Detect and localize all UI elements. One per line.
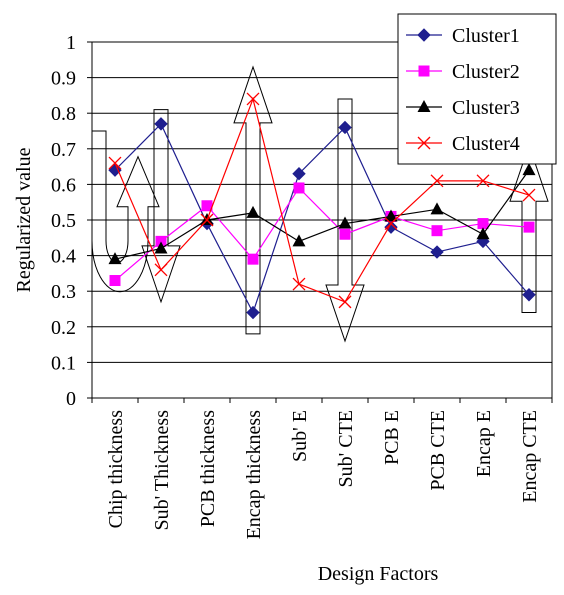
data-point xyxy=(384,217,398,231)
data-point xyxy=(339,228,351,240)
data-point xyxy=(522,288,536,302)
data-point-stroke-b xyxy=(476,174,490,188)
data-point xyxy=(292,167,306,181)
data-point xyxy=(476,174,490,188)
data-point xyxy=(247,253,259,265)
data-point xyxy=(522,163,536,176)
y-tick-label: 1 xyxy=(66,32,76,54)
x-category-label: Encap CTE xyxy=(519,410,541,503)
legend-item: Cluster3 xyxy=(406,97,520,119)
data-point xyxy=(338,295,352,309)
x-category-label: Chip thickness xyxy=(105,410,127,529)
data-point xyxy=(246,205,260,218)
y-axis-title: Regularized value xyxy=(13,147,35,292)
x-axis-title: Design Factors xyxy=(318,563,439,585)
data-point xyxy=(430,245,444,259)
x-category-label: PCB E xyxy=(381,410,403,465)
x-category-label: PCB thickness xyxy=(197,410,219,527)
data-point xyxy=(430,174,444,188)
data-point xyxy=(523,221,535,233)
legend-marker xyxy=(417,100,431,112)
legend-label: Cluster3 xyxy=(452,97,520,119)
y-tick-label: 0.8 xyxy=(51,103,76,125)
series-layer xyxy=(108,92,536,320)
x-category-label: Encap E xyxy=(473,410,495,477)
series-cluster3 xyxy=(108,163,536,265)
x-category-label: Encap thickness xyxy=(243,410,265,540)
y-tick-label: 0 xyxy=(66,388,76,410)
y-tick-label: 0.7 xyxy=(51,139,76,161)
x-category-label: Sub' CTE xyxy=(335,410,357,488)
series-line xyxy=(114,169,530,260)
data-point-stroke-b xyxy=(430,174,444,188)
legend-label: Cluster1 xyxy=(452,25,520,47)
y-tick-label: 0.4 xyxy=(51,246,76,268)
legend-marker xyxy=(417,136,431,150)
series-line xyxy=(114,187,530,281)
data-point-stroke-b xyxy=(154,263,168,277)
y-tick-label: 0.9 xyxy=(51,68,76,90)
series-line xyxy=(114,96,530,303)
x-category-label: Sub' Thickness xyxy=(151,410,173,531)
data-point xyxy=(430,202,444,215)
data-point xyxy=(109,275,121,287)
data-point xyxy=(476,227,490,240)
legend-marker xyxy=(417,28,431,42)
y-tick-label: 0.6 xyxy=(51,174,76,196)
x-axis: Chip thickness Sub' Thickness PCB thicknes… xyxy=(91,398,553,540)
data-point-stroke-b xyxy=(246,92,260,106)
data-point xyxy=(477,218,489,230)
y-tick-label: 0.3 xyxy=(51,281,76,303)
data-point xyxy=(200,213,214,227)
y-axis: 0 0.1 0.2 0.3 0.4 0.5 0.6 0.7 0.8 0.9 1 xyxy=(51,32,92,410)
data-point xyxy=(338,216,352,229)
data-point xyxy=(293,182,305,194)
legend: Cluster1 Cluster2 Cluster3 Cluster4 xyxy=(397,13,557,165)
x-category-label: Sub' E xyxy=(289,410,311,462)
data-point xyxy=(522,188,536,202)
arrow-up-annotation xyxy=(509,143,549,314)
legend-item: Cluster4 xyxy=(406,133,520,155)
data-point xyxy=(154,241,168,254)
legend-item: Cluster1 xyxy=(406,25,520,47)
arrow-down-annotation xyxy=(325,98,365,343)
arrow-down-annotation xyxy=(141,109,181,304)
data-point xyxy=(201,200,213,212)
data-point xyxy=(108,163,122,177)
legend-label: Cluster4 xyxy=(452,133,520,155)
data-point xyxy=(108,156,122,170)
data-point xyxy=(338,120,352,135)
data-point xyxy=(431,225,443,237)
legend-item: Cluster2 xyxy=(406,61,520,83)
data-point-stroke-b xyxy=(200,213,214,227)
data-point xyxy=(384,209,398,222)
data-point xyxy=(246,305,260,320)
data-point-stroke-b xyxy=(522,188,536,202)
data-point xyxy=(384,220,398,234)
legend-marker xyxy=(418,65,430,77)
y-tick-label: 0.1 xyxy=(51,352,76,374)
data-point-stroke-b xyxy=(292,277,306,291)
series-line xyxy=(114,122,530,315)
data-point xyxy=(155,235,167,247)
legend-label: Cluster2 xyxy=(452,61,520,83)
data-point xyxy=(154,117,168,131)
data-point-stroke-b xyxy=(338,295,352,309)
data-point-stroke-b xyxy=(384,217,398,231)
x-category-label: PCB CTE xyxy=(427,410,449,491)
data-point xyxy=(292,277,306,291)
y-tick-label: 0.2 xyxy=(51,317,76,339)
data-point xyxy=(108,252,122,265)
data-point-stroke-b xyxy=(108,156,122,170)
data-point xyxy=(292,234,306,247)
y-tick-label: 0.5 xyxy=(51,210,76,232)
series-cluster4 xyxy=(108,92,536,309)
data-point xyxy=(154,263,168,277)
data-point xyxy=(246,92,260,106)
legend-marker-stroke-b xyxy=(417,136,431,150)
